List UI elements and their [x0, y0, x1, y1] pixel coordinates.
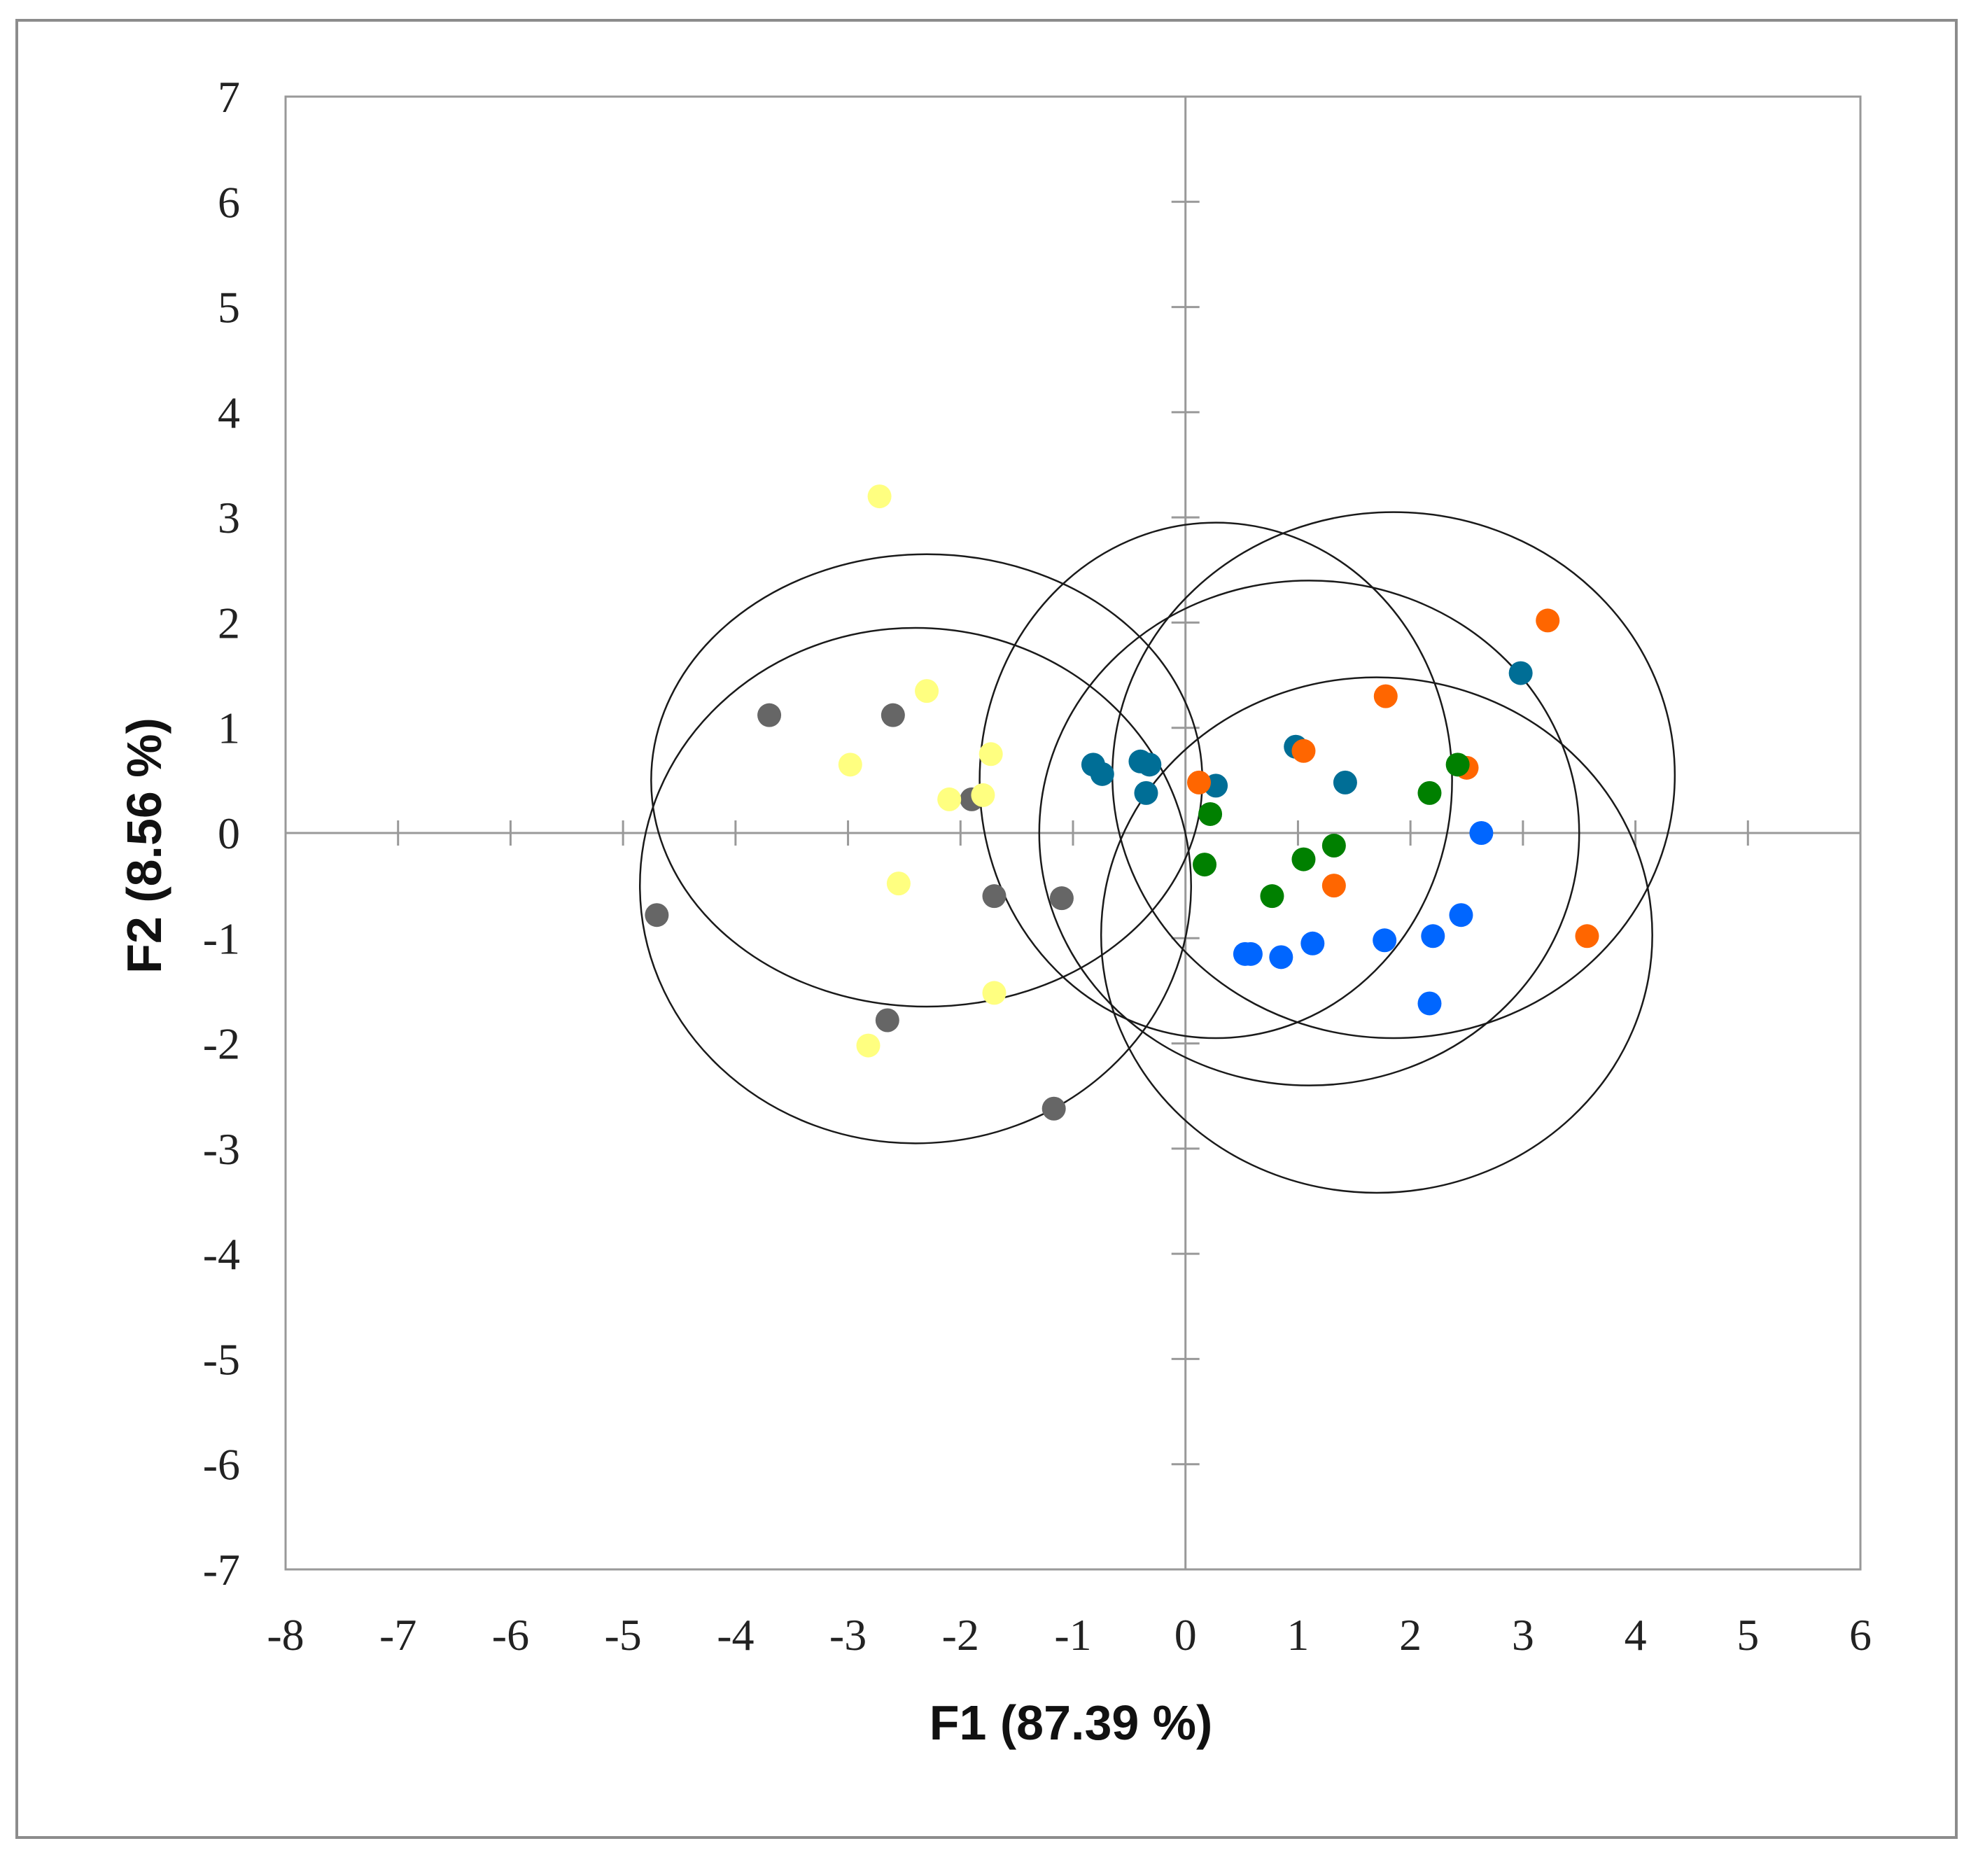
data-point	[1321, 834, 1346, 858]
data-point	[1417, 991, 1442, 1016]
y-tick-label: 6	[218, 177, 240, 227]
data-point	[971, 783, 995, 807]
y-tick-label: 2	[218, 598, 240, 648]
data-point	[1291, 738, 1316, 763]
data-point	[1187, 770, 1211, 794]
data-point	[1090, 762, 1114, 786]
data-point	[1134, 780, 1158, 805]
data-point	[1421, 924, 1445, 948]
confidence-circle	[650, 553, 1204, 1008]
data-point	[1137, 752, 1162, 777]
data-point	[982, 981, 1006, 1005]
data-point	[1321, 874, 1346, 898]
y-tick-label: 1	[218, 704, 240, 753]
x-axis-title: F1 (87.39 %)	[930, 1695, 1213, 1750]
y-tick-label: -2	[203, 1019, 240, 1069]
y-axis-title: F2 (8.56 %)	[117, 718, 171, 974]
data-point	[856, 1033, 881, 1058]
data-point	[1508, 661, 1533, 685]
chart-frame	[15, 19, 1958, 1839]
series-4-group	[1187, 608, 1599, 948]
data-point	[979, 742, 1003, 766]
series-2-group	[838, 484, 1006, 1058]
y-tick-label: -5	[203, 1334, 240, 1384]
x-tick-label: -7	[379, 1610, 416, 1660]
x-tick-label: 3	[1512, 1610, 1534, 1660]
data-point	[867, 484, 892, 509]
points-layer	[645, 484, 1599, 1121]
data-point	[1049, 886, 1074, 911]
x-tick-label: -2	[942, 1610, 979, 1660]
data-point	[1373, 928, 1397, 953]
y-tick-label: -1	[203, 913, 240, 963]
data-point	[937, 787, 962, 811]
y-tick-label: -3	[203, 1124, 240, 1174]
y-tick-label: 3	[218, 493, 240, 542]
data-point	[1260, 884, 1284, 909]
confidence-circle	[1038, 580, 1580, 1086]
y-tick-label: 7	[218, 72, 240, 122]
data-point	[1449, 903, 1473, 927]
data-point	[757, 703, 782, 727]
axes-layer	[286, 97, 1860, 1569]
x-tick-label: -3	[829, 1610, 867, 1660]
x-tick-label: 2	[1399, 1610, 1422, 1660]
series-3-group	[1081, 661, 1533, 805]
y-tick-label: -7	[203, 1545, 240, 1595]
y-tick-label: -6	[203, 1440, 240, 1490]
x-tick-label: -5	[604, 1610, 641, 1660]
x-tick-label: 6	[1849, 1610, 1872, 1660]
data-point	[915, 679, 939, 704]
data-point	[1291, 847, 1316, 872]
data-point	[1575, 924, 1599, 948]
data-point	[645, 903, 669, 927]
x-tick-label: -4	[717, 1610, 754, 1660]
data-point	[881, 703, 905, 727]
y-tick-label: -4	[203, 1229, 240, 1279]
y-tick-label: 5	[218, 283, 240, 332]
data-point	[1469, 821, 1494, 845]
data-point	[838, 752, 862, 777]
x-tick-label: 0	[1174, 1610, 1197, 1660]
data-point	[1536, 608, 1560, 633]
data-point	[1417, 780, 1442, 805]
data-point	[1269, 945, 1293, 969]
x-tick-label: -8	[267, 1610, 304, 1660]
data-point	[982, 884, 1006, 909]
confidence-circle	[979, 522, 1453, 1040]
confidence-circle	[639, 626, 1192, 1144]
x-tick-label: 1	[1286, 1610, 1309, 1660]
data-point	[1373, 684, 1398, 708]
tick-label-layer: -8 -7 -6 -5 -4 -3 -2 -1 0 1 2 3 4 5 6 7 6 5 4 3 2 1 0 -1 -2 -3 -4 -…	[203, 72, 1872, 1660]
data-point	[1445, 752, 1470, 777]
x-tick-label: -6	[492, 1610, 529, 1660]
x-tick-label: -1	[1054, 1610, 1091, 1660]
ellipse-layer	[639, 511, 1676, 1194]
data-point	[1198, 802, 1223, 826]
data-point	[1041, 1096, 1066, 1121]
data-point	[1333, 770, 1357, 794]
x-tick-label: 4	[1625, 1610, 1647, 1660]
data-point	[1193, 853, 1217, 877]
y-tick-label: 0	[218, 808, 240, 858]
x-tick-label: 5	[1737, 1610, 1759, 1660]
series-6-group	[1233, 821, 1494, 1016]
data-point	[875, 1008, 899, 1032]
data-point	[1238, 941, 1263, 966]
series-5-group	[1193, 752, 1470, 909]
confidence-circle	[1100, 676, 1653, 1194]
data-point	[886, 872, 911, 896]
data-point	[1300, 931, 1325, 955]
y-tick-label: 4	[218, 388, 240, 438]
